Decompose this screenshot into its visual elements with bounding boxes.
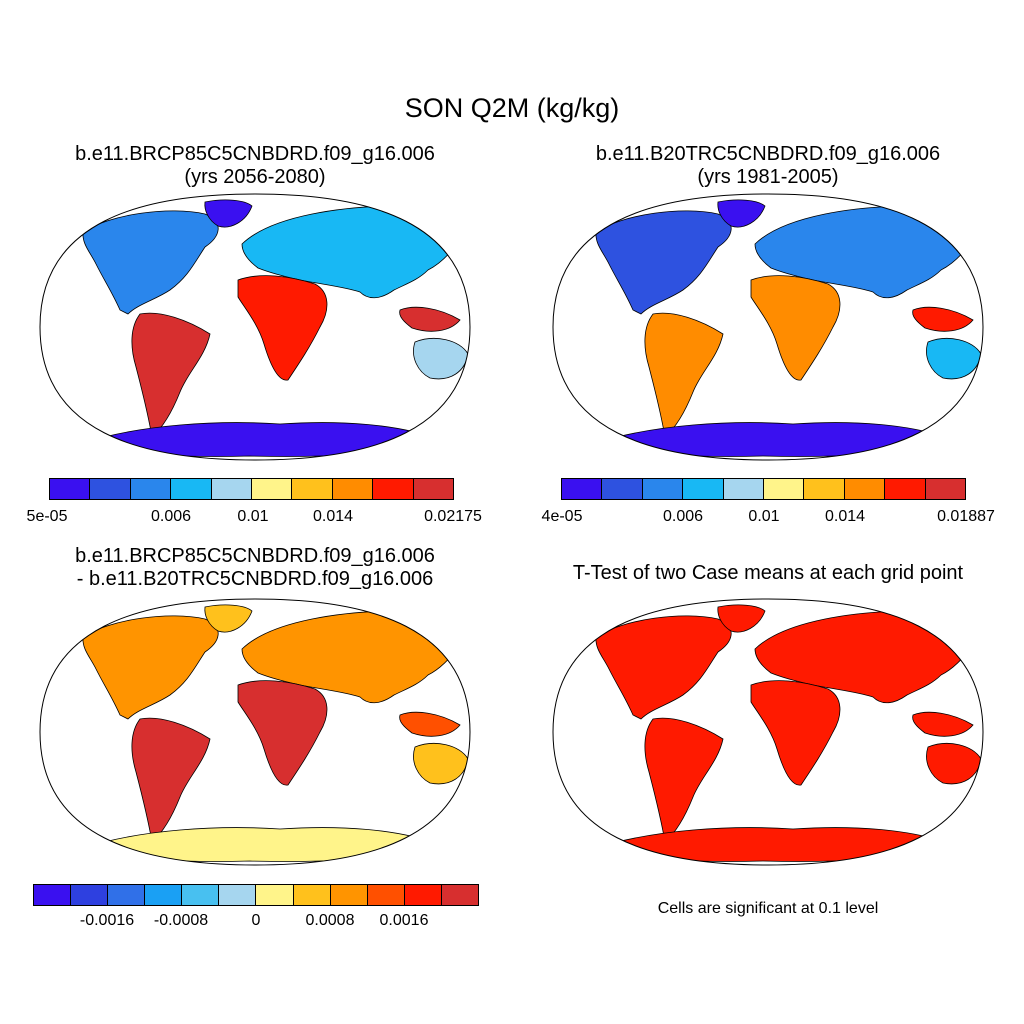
colorbar-case2-label: 0.014 [824,508,866,525]
land-greenland [204,199,253,228]
colorbar-swatch [367,885,405,905]
land-seasia [399,711,461,737]
land-samerica [131,312,211,438]
colorbar-swatch [182,885,220,905]
colorbar-swatch [293,885,331,905]
map-diff [39,598,471,866]
map-ttest [552,598,984,866]
colorbar-swatch [332,479,374,499]
land-samerica [644,717,724,843]
colorbar-case2-label: 0.006 [662,508,704,525]
colorbar-swatch [130,479,172,499]
land-australia [926,743,982,785]
land-seasia [399,306,461,332]
map-case1 [39,193,471,461]
colorbar-swatch [71,885,109,905]
land-africa [237,680,328,786]
colorbar-swatch [723,479,765,499]
colorbar-diff-label: 0 [251,912,261,929]
significance-note: Cells are significant at 0.1 level [657,900,879,917]
colorbar-swatch [562,479,603,499]
land-greenland [717,199,766,228]
colorbar-swatch [108,885,146,905]
colorbar-case2-label: 0.01 [748,508,780,525]
colorbar-diff-label: -0.0016 [79,912,135,929]
land-namerica [595,210,732,315]
colorbar-swatch [413,479,454,499]
colorbar-swatch [34,885,72,905]
panel-title-case1-line2: (yrs 2056-2080) [184,166,326,188]
colorbar-case1-label: 0.02175 [424,508,482,525]
land-antarctica [591,827,955,862]
land-greenland [204,604,253,633]
land-seasia [912,711,974,737]
colorbar-swatch [441,885,478,905]
colorbar-case1-label: 0.006 [150,508,192,525]
colorbar-case2 [561,478,966,500]
colorbar-swatch [844,479,886,499]
land-samerica [131,717,211,843]
map-border [39,193,471,461]
colorbar-swatch [330,885,368,905]
panel-title-diff-line1: b.e11.BRCP85C5CNBDRD.f09_g16.006 [75,545,435,567]
land-australia [413,743,469,785]
colorbar-diff-label: -0.0008 [153,912,209,929]
panel-title-diff-line2: - b.e11.B20TRC5CNBDRD.f09_g16.006 [76,568,434,590]
land-namerica [82,615,219,720]
colorbar-case1-label: 0.01 [237,508,269,525]
colorbar-swatch [373,479,414,499]
land-australia [926,338,982,380]
panel-title-case1-line1: b.e11.BRCP85C5CNBDRD.f09_g16.006 [75,143,435,165]
colorbar-swatch [764,479,805,499]
colorbar-case1-label: 5e-05 [26,508,68,525]
land-greenland [717,604,766,633]
colorbar-case2-label: 4e-05 [541,508,583,525]
colorbar-swatch [885,479,926,499]
panel-title-case2-line2: (yrs 1981-2005) [697,166,839,188]
land-antarctica [78,827,442,862]
land-seasia [912,306,974,332]
map-case2 [552,193,984,461]
land-samerica [644,312,724,438]
land-africa [750,680,841,786]
map-border [552,598,984,866]
colorbar-swatch [171,479,212,499]
colorbar-swatch [602,479,643,499]
colorbar-swatch [642,479,684,499]
colorbar-swatch [404,885,442,905]
land-namerica [595,615,732,720]
land-antarctica [591,422,955,457]
panel-title-diff: b.e11.BRCP85C5CNBDRD.f09_g16.006 - b.e11… [20,545,490,591]
colorbar-swatch [252,479,293,499]
land-antarctica [78,422,442,457]
panel-title-ttest-line1: T-Test of two Case means at each grid po… [572,562,964,584]
colorbar-case1-label: 0.014 [312,508,354,525]
map-border [552,193,984,461]
colorbar-swatch [90,479,131,499]
colorbar-swatch [804,479,845,499]
colorbar-swatch [145,885,183,905]
colorbar-swatch [50,479,91,499]
panel-title-case1: b.e11.BRCP85C5CNBDRD.f09_g16.006 (yrs 20… [20,143,490,189]
figure-title: SON Q2M (kg/kg) [404,93,620,123]
colorbar-swatch [925,479,966,499]
colorbar-swatch [211,479,253,499]
map-border [39,598,471,866]
colorbar-diff [33,884,479,906]
panel-title-case2: b.e11.B20TRC5CNBDRD.f09_g16.006 (yrs 198… [533,143,1003,189]
colorbar-swatch [256,885,294,905]
panel-title-ttest: T-Test of two Case means at each grid po… [533,562,1003,585]
land-africa [750,275,841,381]
colorbar-swatch [292,479,333,499]
colorbar-case1 [49,478,454,500]
colorbar-swatch [219,885,257,905]
colorbar-case2-label: 0.01887 [937,508,995,525]
land-africa [237,275,328,381]
colorbar-diff-label: 0.0016 [379,912,429,929]
land-australia [413,338,469,380]
colorbar-swatch [683,479,724,499]
panel-title-case2-line1: b.e11.B20TRC5CNBDRD.f09_g16.006 [595,143,941,165]
land-namerica [82,210,219,315]
colorbar-diff-label: 0.0008 [305,912,355,929]
